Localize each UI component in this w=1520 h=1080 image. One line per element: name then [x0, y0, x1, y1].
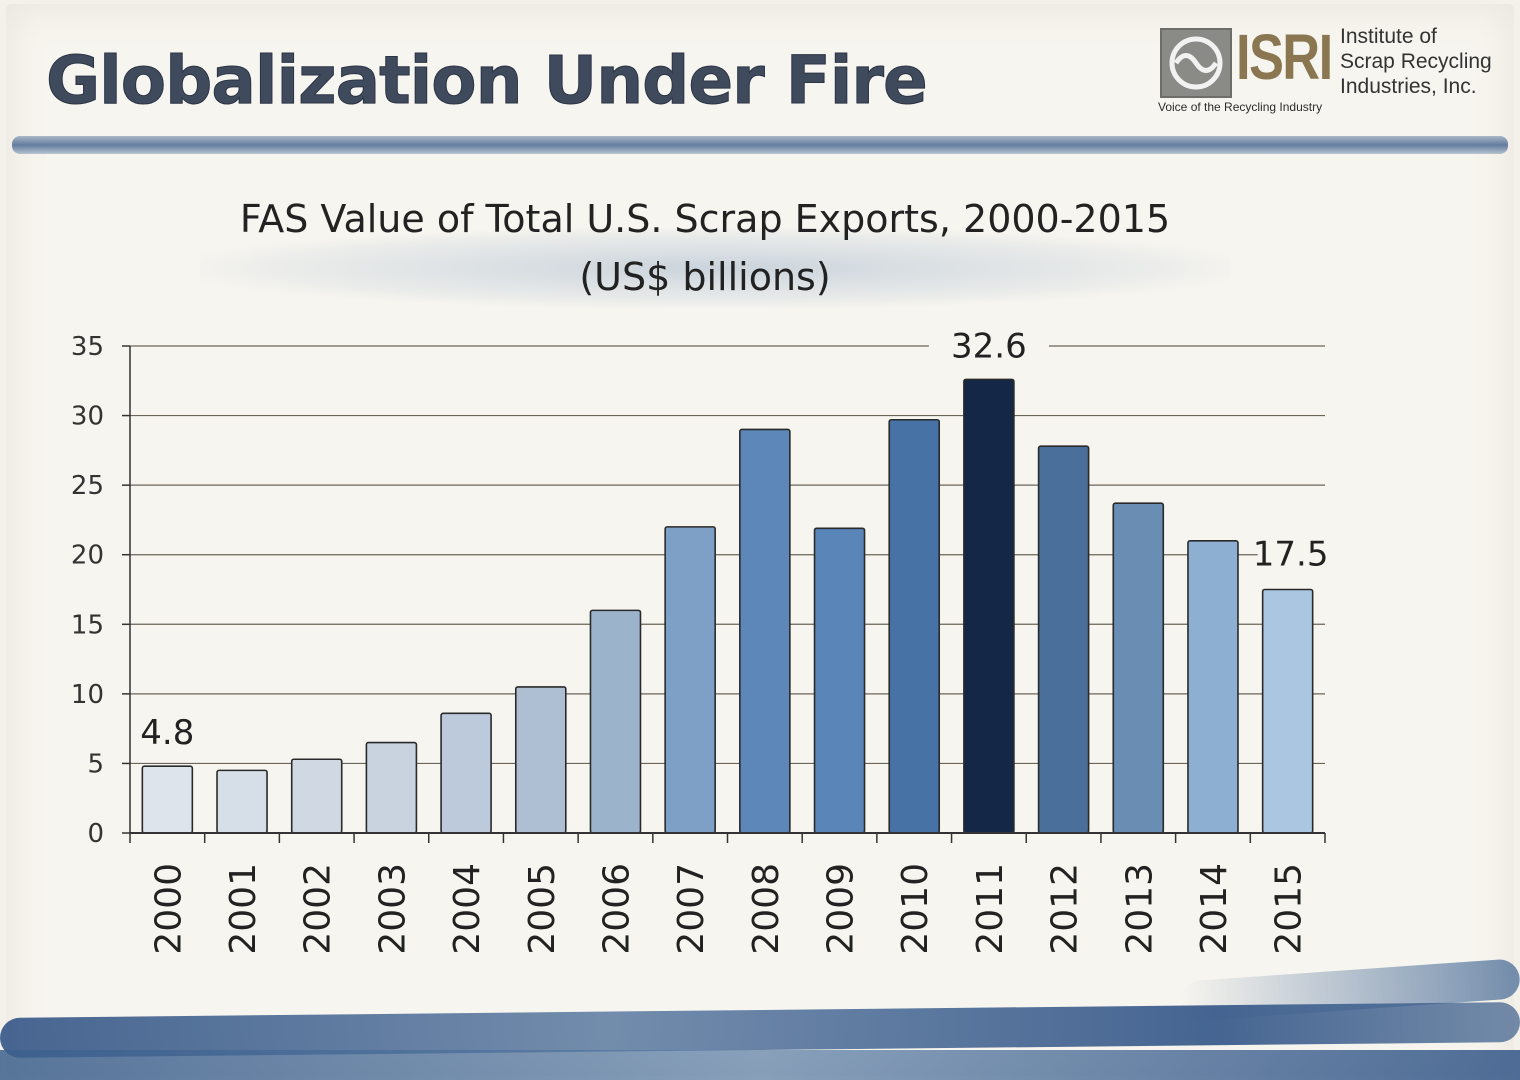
bar-2007	[664, 526, 716, 834]
isri-organization-name: Institute of Scrap Recycling Industries,…	[1340, 24, 1506, 99]
x-tick-label: 2010	[895, 863, 936, 955]
x-tick-label: 2007	[671, 863, 712, 955]
data-label-2015: 17.5	[1253, 535, 1329, 575]
title-divider	[12, 136, 1508, 154]
bar-2003	[365, 741, 418, 834]
isri-tagline: Voice of the Recycling Industry	[1158, 100, 1323, 114]
bar-2014	[1187, 539, 1239, 834]
bar-2010	[888, 418, 941, 834]
x-tick-label: 2014	[1194, 863, 1235, 955]
x-tick-label: 2004	[447, 863, 488, 955]
data-label-2011: 32.6	[951, 326, 1027, 366]
y-tick-label: 5	[87, 749, 104, 779]
x-tick-label: 2001	[223, 863, 264, 955]
chart-title-line-2: (US$ billions)	[579, 255, 831, 299]
slide-title: Globalization Under Fire	[46, 42, 929, 120]
y-tick-label: 10	[71, 680, 104, 710]
data-label-background	[1257, 531, 1336, 574]
y-tick-label: 25	[71, 471, 104, 501]
bar-2013	[1112, 502, 1165, 834]
bar-2004	[440, 712, 492, 834]
y-tick-label: 15	[71, 610, 104, 640]
chart-title: FAS Value of Total U.S. Scrap Exports, 2…	[190, 190, 1220, 306]
y-tick-label: 0	[87, 819, 104, 849]
bar-2005	[514, 686, 567, 834]
x-tick-label: 2013	[1119, 863, 1160, 955]
org-line-3: Industries, Inc.	[1340, 75, 1477, 98]
bar-2012	[1037, 445, 1090, 834]
x-tick-label: 2000	[148, 863, 189, 955]
x-tick-label: 2006	[596, 863, 637, 955]
x-tick-label: 2015	[1269, 863, 1310, 955]
x-tick-label: 2011	[970, 863, 1011, 955]
y-tick-label: 30	[71, 402, 104, 432]
org-line-2: Scrap Recycling	[1340, 50, 1492, 73]
y-tick-label: 20	[71, 541, 104, 571]
bar-2000	[141, 765, 194, 834]
x-tick-label: 2002	[298, 863, 339, 955]
bar-2002	[290, 758, 343, 834]
y-tick-label: 35	[71, 332, 104, 362]
x-tick-label: 2009	[821, 863, 862, 955]
bar-2001	[216, 769, 268, 834]
bar-2011	[963, 378, 1015, 834]
bar-2009	[813, 527, 866, 834]
x-tick-label: 2003	[372, 863, 413, 955]
bar-2006	[589, 609, 642, 834]
bar-2015	[1261, 588, 1314, 834]
data-label-2000: 4.8	[140, 713, 194, 753]
isri-emblem-icon	[1160, 28, 1232, 98]
title-watercolor-wash	[200, 228, 1230, 308]
x-tick-label: 2012	[1045, 863, 1086, 955]
org-line-1: Institute of	[1340, 25, 1437, 48]
chart-title-line-1: FAS Value of Total U.S. Scrap Exports, 2…	[239, 197, 1171, 241]
isri-wordmark: ISRI	[1236, 21, 1333, 93]
isri-logo: ISRI Voice of the Recycling Industry Ins…	[1156, 21, 1506, 124]
x-tick-label: 2005	[522, 863, 563, 955]
bottom-watercolor-band-lower	[0, 1050, 1520, 1080]
bar-2008	[739, 428, 791, 834]
data-label-background	[928, 319, 1049, 366]
x-tick-label: 2008	[746, 863, 787, 955]
